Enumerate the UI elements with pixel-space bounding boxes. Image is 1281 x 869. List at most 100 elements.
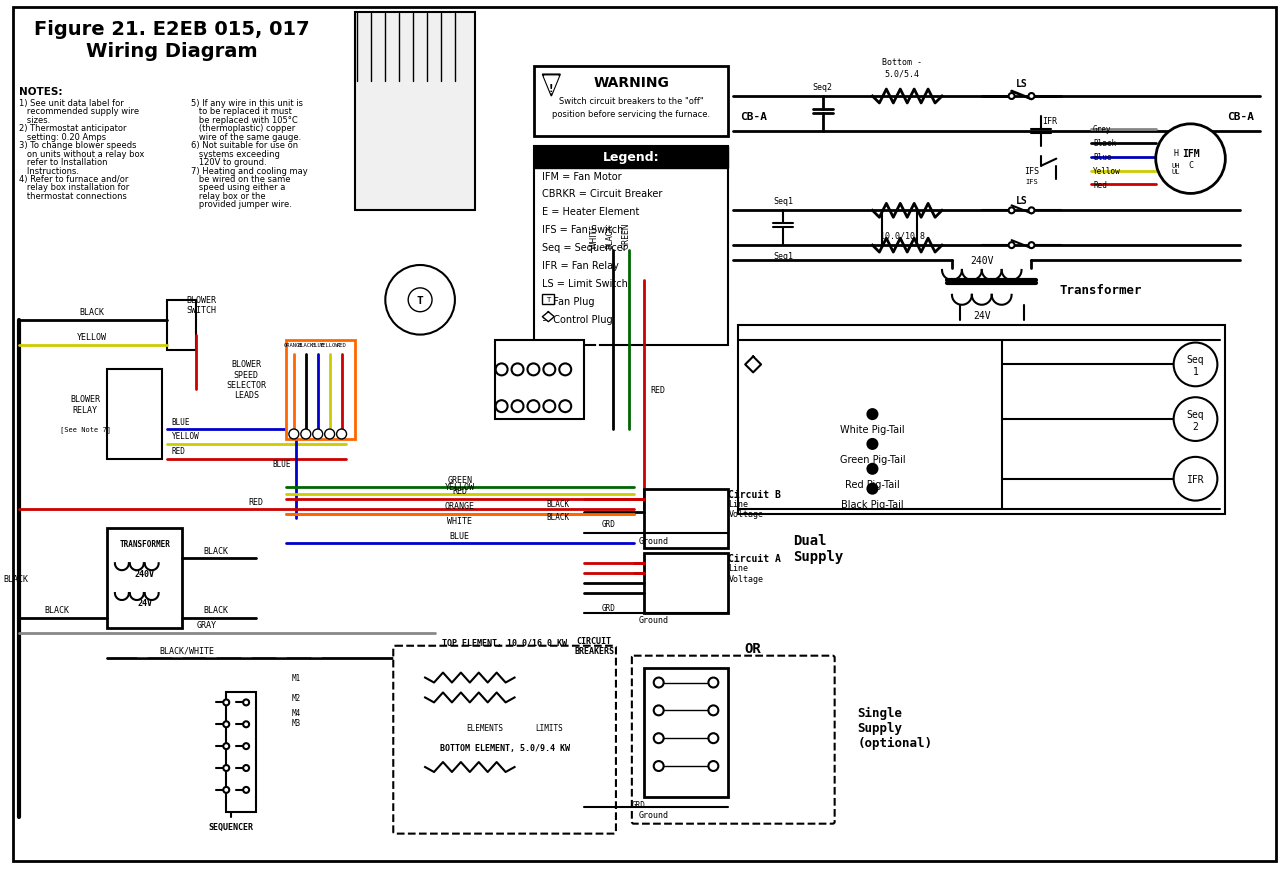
Circle shape [337,429,347,440]
Circle shape [243,700,249,706]
Circle shape [653,678,664,687]
Text: GRAY: GRAY [196,620,216,630]
Circle shape [867,464,877,474]
Text: position before servicing the furnace.: position before servicing the furnace. [552,110,711,119]
Text: TRANSFORMER: TRANSFORMER [119,540,170,548]
Circle shape [1029,242,1035,249]
Text: YELLOW: YELLOW [172,432,200,441]
Text: Seq1: Seq1 [772,251,793,260]
Text: BOTTOM ELEMENT, 5.0/9.4 KW: BOTTOM ELEMENT, 5.0/9.4 KW [439,743,570,752]
Text: Seq = Sequencer: Seq = Sequencer [542,242,628,253]
Text: BLACK: BLACK [546,500,569,508]
Text: Bottom -: Bottom - [883,57,922,67]
Text: LS: LS [1016,79,1027,89]
Text: YELLOW: YELLOW [445,482,475,492]
Bar [494,340,584,420]
Circle shape [1029,94,1035,100]
Text: TOP ELEMENT, 10.0/16.0 KW: TOP ELEMENT, 10.0/16.0 KW [442,639,567,647]
Circle shape [243,721,249,727]
Text: 3) To change blower speeds: 3) To change blower speeds [19,141,137,150]
Text: WARNING: WARNING [593,76,669,90]
Circle shape [653,733,664,743]
Text: NOTES:: NOTES: [19,87,63,97]
Circle shape [496,364,507,376]
Text: IFR: IFR [1186,474,1204,484]
Text: thermostat connections: thermostat connections [19,192,127,201]
Text: Blue: Blue [1093,153,1112,162]
Text: Seq2: Seq2 [812,83,833,91]
Text: M4
M3: M4 M3 [291,708,301,727]
Circle shape [708,706,719,715]
Text: Dual
Supply: Dual Supply [793,534,843,564]
Text: GREEN: GREEN [621,222,630,249]
Text: provided jumper wire.: provided jumper wire. [191,200,292,209]
Text: 120V to ground.: 120V to ground. [191,158,268,167]
Text: WHITE: WHITE [447,516,473,526]
Text: LIMITS: LIMITS [535,723,564,732]
Circle shape [1008,94,1015,100]
Bar [534,147,729,169]
Text: 5.0/5.4: 5.0/5.4 [885,70,920,78]
Text: 7) Heating and cooling may: 7) Heating and cooling may [191,166,309,176]
Text: CIRCUIT
BREAKERS: CIRCUIT BREAKERS [574,636,614,656]
Text: RED: RED [337,342,346,348]
Text: IFR: IFR [1041,117,1057,126]
Text: UL: UL [1171,169,1180,175]
Text: on units without a relay box: on units without a relay box [19,149,145,158]
Text: CBRKR = Circuit Breaker: CBRKR = Circuit Breaker [542,189,662,199]
Circle shape [290,429,298,440]
Text: M1: M1 [291,673,301,682]
Bar [108,529,182,628]
FancyBboxPatch shape [393,646,616,833]
Text: H: H [1173,149,1179,158]
Circle shape [708,678,719,687]
Circle shape [313,429,323,440]
Bar [108,370,161,460]
Text: 1: 1 [1193,367,1199,377]
Bar [644,554,729,614]
Circle shape [560,364,571,376]
Polygon shape [746,357,761,373]
Bar [534,147,729,345]
Text: 1) See unit data label for: 1) See unit data label for [19,99,124,108]
Text: BLACK: BLACK [3,574,28,583]
Circle shape [223,787,229,793]
Circle shape [511,364,524,376]
Text: to be replaced it must: to be replaced it must [191,107,292,116]
Text: IFM = Fan Motor: IFM = Fan Motor [542,171,623,182]
Circle shape [243,765,249,771]
Text: SEQUENCER: SEQUENCER [209,822,254,832]
Circle shape [243,743,249,749]
Circle shape [1008,208,1015,214]
Text: = Control Plug: = Control Plug [542,315,614,324]
Bar [738,325,1226,514]
Text: Ground: Ground [639,536,669,545]
Text: BLACK: BLACK [45,606,69,614]
Text: GRD: GRD [602,520,616,528]
Text: Grey: Grey [1093,125,1112,134]
Circle shape [543,401,555,413]
Text: Switch circuit breakers to the "off": Switch circuit breakers to the "off" [559,97,703,106]
Polygon shape [542,75,560,97]
Text: systems exceeding: systems exceeding [191,149,281,158]
Text: GRD: GRD [632,800,646,809]
Text: (thermoplastic) copper: (thermoplastic) copper [191,124,296,133]
Bar [542,295,555,304]
Circle shape [1029,208,1035,214]
Text: CB-A: CB-A [1227,112,1254,122]
Text: T: T [416,295,424,305]
Circle shape [653,761,664,771]
Bar [644,668,729,797]
Text: ELEMENTS: ELEMENTS [466,723,503,732]
Text: CB-A: CB-A [739,112,766,122]
Text: Red Pig-Tail: Red Pig-Tail [845,479,899,489]
Text: BLOWER
SWITCH: BLOWER SWITCH [187,295,216,315]
Text: be wired on the same: be wired on the same [191,175,291,184]
Text: refer to Installation: refer to Installation [19,158,108,167]
Text: C: C [1187,161,1193,170]
Polygon shape [542,312,555,322]
Circle shape [496,401,507,413]
Text: speed using either a: speed using either a [191,183,286,192]
Text: Transformer: Transformer [1059,284,1143,297]
Text: Seq1: Seq1 [772,196,793,206]
